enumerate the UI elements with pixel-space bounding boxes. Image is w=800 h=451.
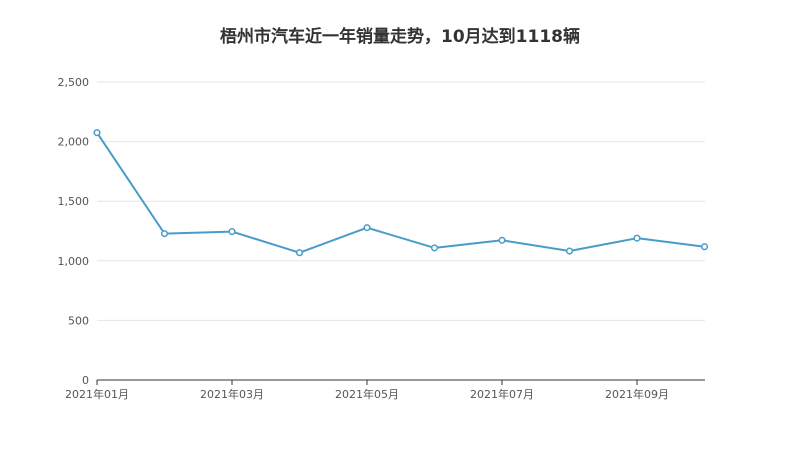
data-point [565, 247, 574, 255]
data-point [295, 249, 304, 257]
x-tick-label: 2021年03月 [200, 387, 264, 401]
x-axis: 2021年01月 2021年03月 2021年05月 2021年07月 2021年09月 [65, 379, 705, 401]
data-point [700, 243, 709, 251]
chart-title: 梧州市汽车近一年销量走势，10月达到1118辆 [220, 27, 580, 47]
x-tick-label: 2021年05月 [335, 387, 399, 401]
x-tick-label: 2021年07月 [470, 387, 534, 401]
y-axis: 0 500 1,000 1,500 2,000 2,500 [58, 76, 90, 387]
x-tick-label: 2021年09月 [605, 387, 669, 401]
data-point [160, 230, 169, 238]
data-point [93, 129, 101, 137]
series-layer [93, 129, 709, 257]
data-point [633, 234, 641, 242]
series-line [96, 132, 705, 254]
y-tick-label: 500 [68, 314, 89, 327]
y-tick-label: 1,500 [58, 195, 90, 208]
data-point [228, 228, 236, 236]
y-tick-label: 2,000 [58, 136, 90, 149]
y-tick-label: 2,500 [58, 76, 90, 89]
data-point [363, 224, 371, 232]
data-point [498, 236, 506, 244]
grid-lines [97, 81, 705, 321]
data-point [430, 244, 439, 252]
y-tick-label: 1,000 [58, 255, 90, 268]
x-tick-label: 2021年01月 [65, 387, 129, 401]
y-tick-label: 0 [82, 374, 89, 387]
